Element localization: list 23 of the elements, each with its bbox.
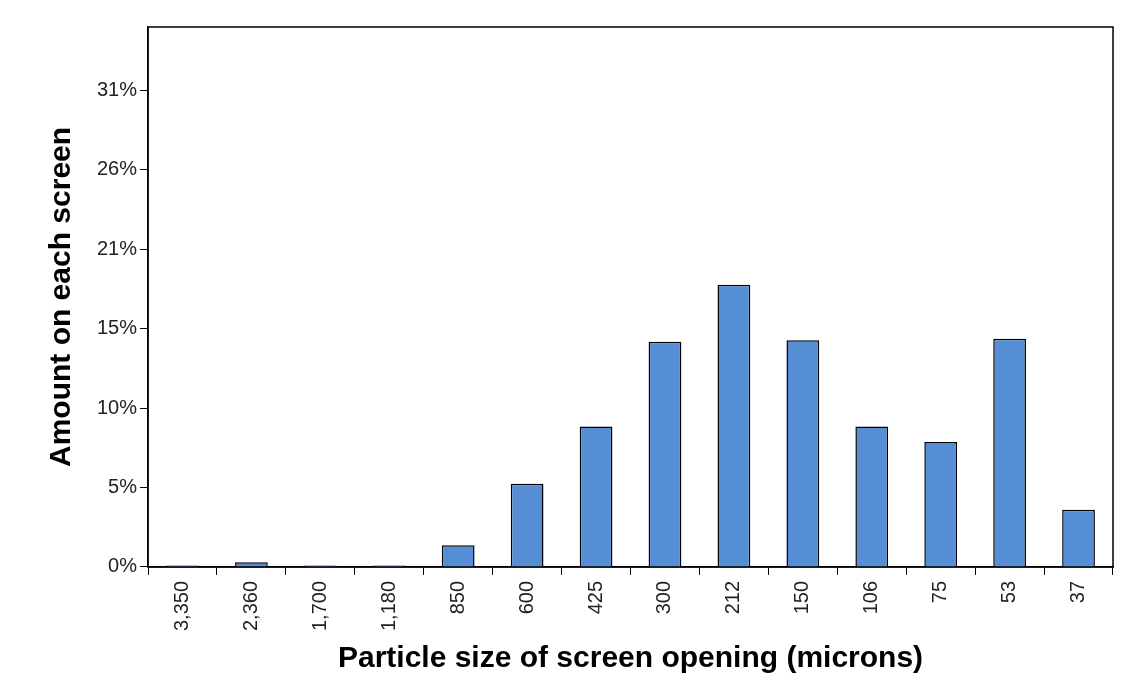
y-tick-label: 5% (108, 475, 138, 498)
x-tick-label: 3,350 (170, 580, 193, 632)
x-tick-label: 425 (583, 580, 606, 615)
x-axis-title: Particle size of screen opening (microns) (337, 640, 924, 674)
y-tick-label: 15% (97, 316, 138, 339)
y-tick-label: 0% (108, 554, 138, 577)
y-tick-label: 10% (97, 395, 138, 418)
y-tick-label: 31% (97, 77, 138, 100)
x-tick-label: 600 (514, 580, 537, 615)
y-axis-title: Amount on each screen (43, 126, 77, 468)
y-tick-label: 21% (97, 236, 138, 259)
x-tick-label: 150 (790, 580, 813, 615)
x-tick-label: 1,700 (307, 580, 330, 632)
y-tick-label: 26% (97, 157, 138, 180)
x-tick-label: 106 (859, 580, 882, 615)
x-tick-label: 37 (1066, 580, 1089, 604)
x-tick-label: 850 (445, 580, 468, 615)
x-tick-label: 1,180 (376, 580, 399, 632)
x-tick-label: 2,360 (238, 580, 261, 632)
x-tick-label: 53 (997, 580, 1020, 604)
x-tick-label: 300 (652, 580, 675, 615)
x-tick-label: 75 (928, 580, 951, 604)
x-tick-label: 212 (721, 580, 744, 615)
